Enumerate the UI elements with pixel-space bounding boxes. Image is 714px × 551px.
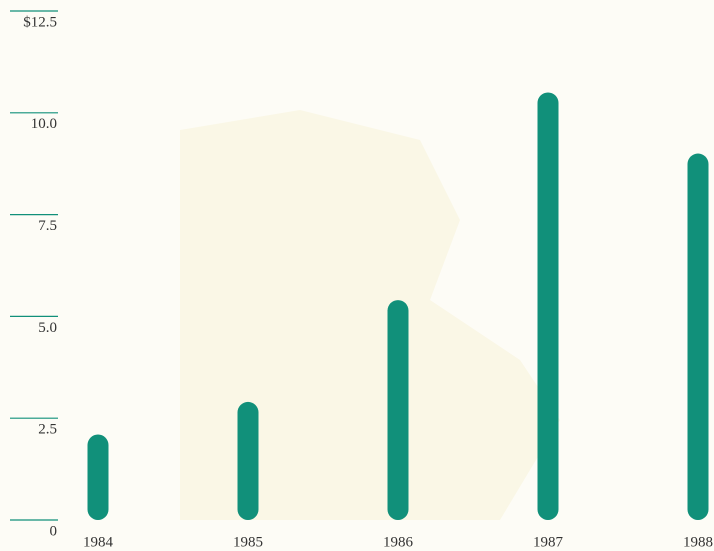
background-figure — [180, 110, 560, 520]
y-tick-label: 2.5 — [38, 422, 57, 438]
y-tick-label: 0 — [50, 523, 58, 539]
bar — [387, 300, 409, 520]
x-tick-label: 1985 — [233, 534, 263, 550]
x-tick-label: 1984 — [83, 534, 114, 550]
y-tick-label: $12.5 — [23, 14, 57, 30]
x-tick-label: 1988 — [683, 534, 713, 550]
bar — [687, 153, 709, 520]
x-tick-label: 1986 — [383, 534, 414, 550]
bar — [537, 92, 559, 520]
bar — [237, 401, 259, 520]
bar — [87, 434, 109, 520]
y-tick-label: 7.5 — [38, 218, 57, 234]
x-tick-label: 1987 — [533, 534, 564, 550]
y-tick-label: 5.0 — [38, 320, 57, 336]
y-tick-label: 10.0 — [31, 116, 57, 132]
